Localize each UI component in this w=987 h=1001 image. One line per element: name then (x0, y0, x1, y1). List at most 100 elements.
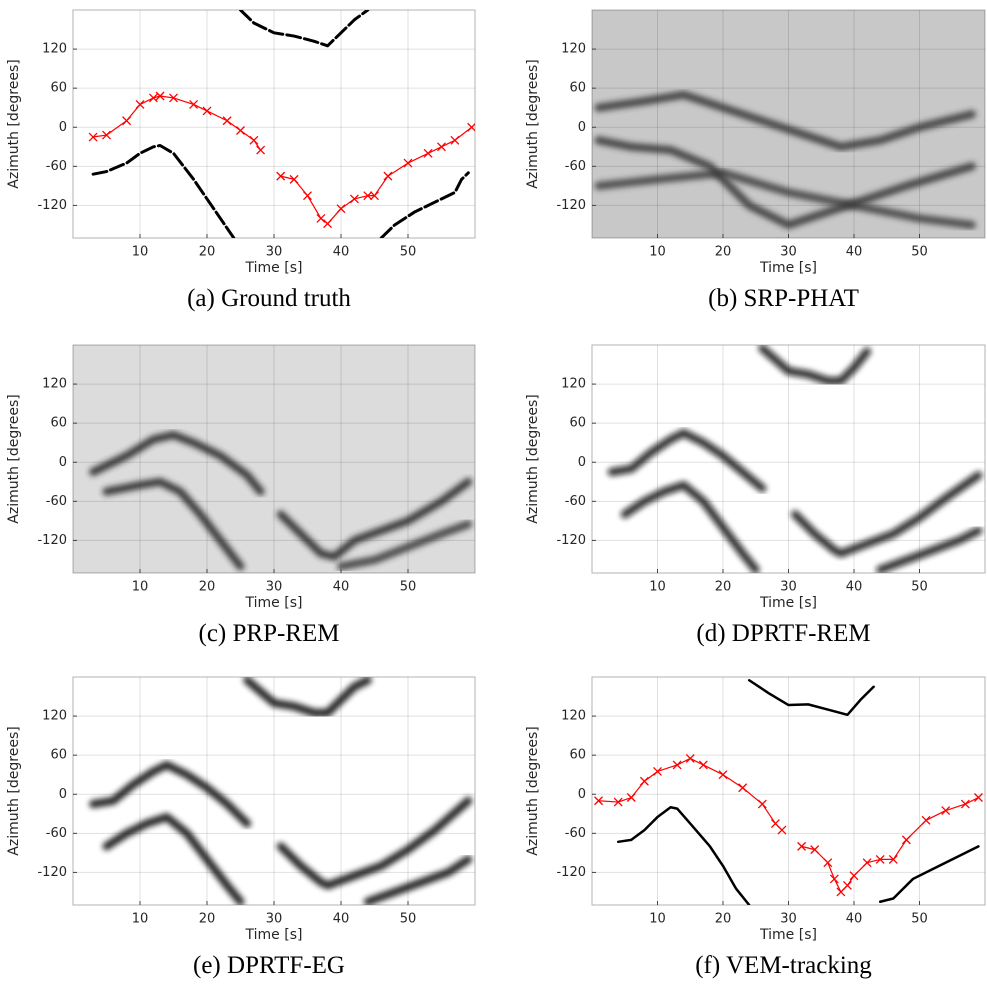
y-tick-label: 60 (50, 416, 67, 431)
x-tick-label: 30 (266, 245, 283, 260)
plot-area (592, 345, 985, 573)
x-axis-label: Time [s] (245, 595, 303, 611)
cross-marker (613, 797, 623, 807)
cross-marker (349, 194, 359, 204)
y-tick-label: -60 (565, 826, 586, 841)
y-tick-label: -60 (46, 159, 67, 174)
plot-area (73, 10, 475, 238)
cross-marker (810, 845, 820, 855)
x-tick-label: 20 (715, 245, 732, 260)
caption: (b) SRP-PHAT (708, 285, 859, 312)
x-tick-label: 40 (333, 245, 350, 260)
x-tick-label: 40 (846, 580, 863, 595)
y-tick-label: 0 (578, 787, 586, 802)
cross-marker (370, 191, 379, 201)
cross-marker (122, 116, 132, 126)
intensity-ridge (243, 677, 372, 717)
trajectory (239, 10, 370, 48)
cross-marker (135, 99, 145, 109)
x-tick-label: 10 (649, 580, 666, 595)
cross-marker (698, 760, 708, 770)
x-tick-label: 50 (400, 912, 417, 927)
y-tick-label: 0 (578, 120, 586, 135)
y-tick-label: -120 (556, 533, 586, 548)
intensity-ridge (791, 471, 983, 558)
cross-marker (256, 145, 266, 155)
x-axis-label: Time [s] (759, 927, 817, 943)
cross-marker (249, 135, 259, 145)
cross-marker (303, 191, 312, 201)
intensity-ridge (758, 345, 872, 385)
trajectory (379, 171, 470, 238)
trajectory (878, 845, 980, 903)
y-axis-label: Azimuth [degrees] (525, 726, 541, 855)
x-tick-label: 20 (715, 912, 732, 927)
x-tick-label: 30 (780, 912, 797, 927)
cross-marker (626, 793, 636, 802)
x-axis-label: Time [s] (245, 927, 303, 943)
panel: 10 20 30 40 50 -120 -60 0 60 120 Time [s] Azimuth [… (6, 344, 476, 647)
y-tick-label: 60 (50, 81, 67, 96)
cross-marker (875, 854, 885, 864)
axes-box (591, 344, 986, 574)
y-tick-label: 120 (561, 377, 586, 392)
cross-marker (901, 835, 911, 845)
y-tick-label: -60 (46, 494, 67, 509)
cross-marker (102, 130, 111, 140)
y-axis-label: Azimuth [degrees] (6, 59, 22, 188)
x-tick-label: 40 (333, 580, 350, 595)
y-tick-label: -120 (37, 865, 67, 880)
panel: 10 20 30 40 50 -120 -60 0 60 120 Time [s] Azimuth [… (525, 344, 986, 647)
x-tick-label: 50 (911, 245, 928, 260)
x-tick-label: 10 (649, 912, 666, 927)
intensity-ridge (102, 813, 245, 905)
plot-background (73, 677, 475, 905)
x-tick-label: 40 (333, 912, 350, 927)
y-tick-label: 0 (59, 787, 67, 802)
intensity-ridge (594, 136, 976, 229)
cross-marker (383, 171, 393, 181)
intensity-ridge (620, 481, 760, 573)
y-tick-label: 60 (569, 748, 586, 763)
panel: 10 20 30 40 50 -120 -60 0 60 120 Time [s] Azimuth [… (525, 9, 986, 312)
y-tick-label: -120 (556, 198, 586, 213)
intensity-ridge (876, 526, 983, 573)
axes-box (591, 676, 986, 906)
cross-marker (718, 770, 728, 780)
y-tick-label: -120 (556, 865, 586, 880)
cross-marker (639, 776, 649, 786)
x-tick-label: 30 (780, 245, 797, 260)
axes-box (591, 9, 986, 239)
plot-area (592, 10, 985, 238)
cross-marker (169, 93, 178, 103)
y-tick-label: 60 (50, 748, 67, 763)
cross-marker (148, 93, 158, 103)
y-tick-label: 60 (569, 416, 586, 431)
axes-box (72, 676, 476, 906)
cross-marker (450, 135, 460, 145)
intensity-ridge (89, 760, 252, 828)
y-tick-label: 0 (59, 120, 67, 135)
caption: (c) PRP-REM (199, 620, 340, 647)
y-axis-label: Azimuth [degrees] (525, 394, 541, 523)
cross-marker (653, 766, 662, 776)
plot-background (73, 345, 475, 573)
cross-marker (594, 796, 604, 806)
cross-marker (888, 854, 898, 864)
intensity-ridge (363, 855, 473, 905)
trajectory (91, 143, 236, 238)
cross-marker (363, 191, 373, 201)
x-tick-label: 40 (846, 245, 863, 260)
cross-marker (336, 204, 346, 214)
x-tick-label: 30 (780, 580, 797, 595)
y-tick-label: -120 (37, 533, 67, 548)
y-tick-label: -60 (46, 826, 67, 841)
x-tick-label: 40 (846, 912, 863, 927)
x-axis-label: Time [s] (245, 260, 303, 276)
trajectory (747, 679, 875, 717)
y-tick-label: 0 (59, 455, 67, 470)
cross-marker (777, 825, 787, 835)
x-tick-label: 50 (400, 580, 417, 595)
cross-marker (842, 880, 852, 890)
